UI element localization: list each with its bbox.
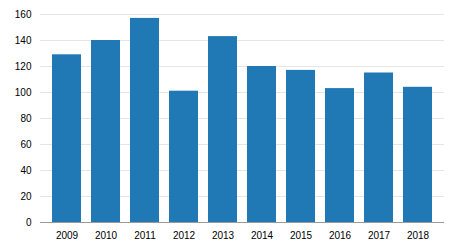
svg-text:2011: 2011 xyxy=(134,230,156,241)
svg-text:20: 20 xyxy=(20,191,32,202)
svg-text:2017: 2017 xyxy=(368,230,391,241)
svg-text:0: 0 xyxy=(26,217,32,228)
svg-text:2018: 2018 xyxy=(407,230,430,241)
svg-text:80: 80 xyxy=(20,113,32,124)
svg-text:140: 140 xyxy=(15,35,32,46)
svg-text:2012: 2012 xyxy=(173,230,196,241)
svg-text:2015: 2015 xyxy=(290,230,313,241)
svg-text:100: 100 xyxy=(15,87,32,98)
svg-text:2010: 2010 xyxy=(95,230,118,241)
svg-text:2016: 2016 xyxy=(329,230,352,241)
svg-text:120: 120 xyxy=(15,61,32,72)
svg-text:2014: 2014 xyxy=(251,230,274,241)
svg-text:40: 40 xyxy=(20,165,32,176)
svg-text:60: 60 xyxy=(20,139,32,150)
svg-text:2013: 2013 xyxy=(212,230,235,241)
svg-text:160: 160 xyxy=(15,9,32,20)
svg-text:2009: 2009 xyxy=(56,230,79,241)
